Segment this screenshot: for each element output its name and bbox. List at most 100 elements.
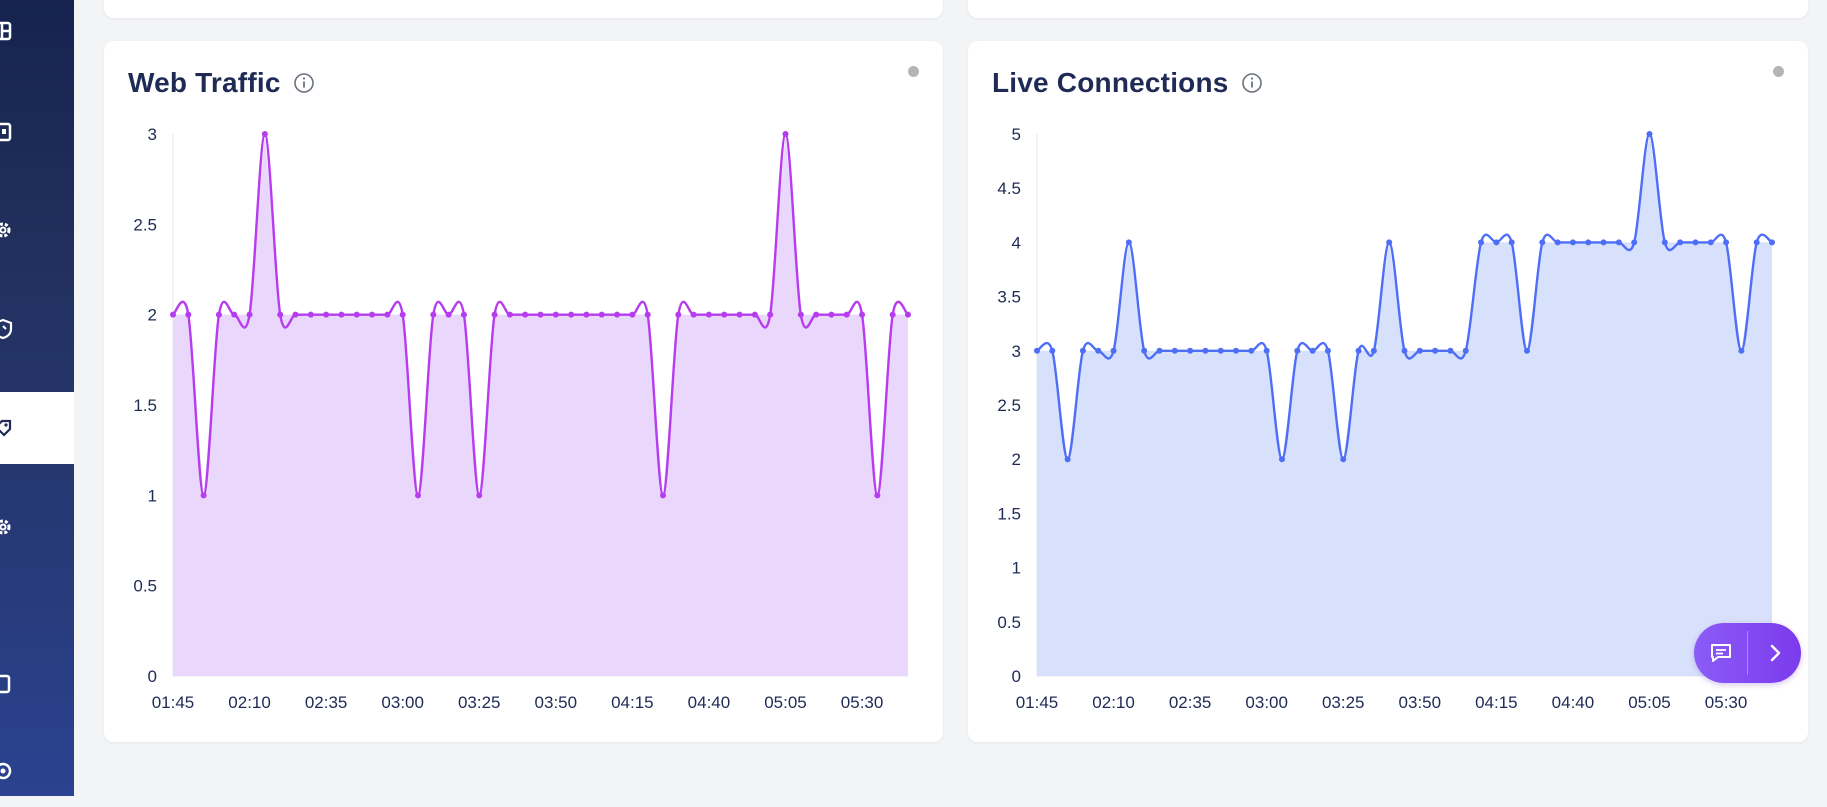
- data-point[interactable]: [660, 492, 666, 499]
- data-point[interactable]: [1125, 239, 1132, 246]
- data-point[interactable]: [1738, 347, 1745, 354]
- data-point[interactable]: [1110, 347, 1117, 354]
- data-point[interactable]: [1309, 347, 1316, 354]
- data-point[interactable]: [1447, 347, 1454, 354]
- data-point[interactable]: [246, 311, 253, 318]
- data-point[interactable]: [460, 311, 467, 318]
- data-point[interactable]: [384, 311, 391, 318]
- data-point[interactable]: [323, 311, 330, 318]
- data-point[interactable]: [1569, 239, 1576, 246]
- data-point[interactable]: [1539, 239, 1546, 246]
- data-point[interactable]: [1294, 347, 1301, 354]
- data-point[interactable]: [629, 311, 636, 318]
- data-point[interactable]: [476, 492, 483, 499]
- data-point[interactable]: [614, 311, 621, 318]
- data-point[interactable]: [905, 311, 911, 318]
- data-point[interactable]: [1233, 347, 1240, 354]
- data-point[interactable]: [1355, 347, 1362, 354]
- data-point[interactable]: [552, 311, 559, 318]
- chat-button[interactable]: [1694, 623, 1747, 683]
- data-point[interactable]: [1723, 239, 1730, 246]
- data-point[interactable]: [843, 311, 850, 318]
- data-point[interactable]: [675, 311, 682, 318]
- data-point[interactable]: [338, 311, 345, 318]
- sidebar-item-settings[interactable]: [0, 491, 74, 563]
- data-point[interactable]: [690, 311, 697, 318]
- data-point[interactable]: [1156, 347, 1163, 354]
- data-point[interactable]: [1095, 347, 1102, 354]
- data-point[interactable]: [430, 311, 437, 318]
- sidebar-item-dashboard[interactable]: [0, 0, 74, 67]
- data-point[interactable]: [797, 311, 804, 318]
- data-point[interactable]: [751, 311, 758, 318]
- data-point[interactable]: [1707, 239, 1714, 246]
- data-point[interactable]: [767, 311, 774, 318]
- data-point[interactable]: [1524, 347, 1530, 354]
- data-point[interactable]: [415, 492, 421, 499]
- data-point[interactable]: [1615, 239, 1622, 246]
- data-point[interactable]: [583, 311, 590, 318]
- data-point[interactable]: [782, 131, 789, 137]
- data-point[interactable]: [1064, 456, 1071, 463]
- data-point[interactable]: [261, 131, 268, 137]
- data-point[interactable]: [1401, 347, 1408, 354]
- data-point[interactable]: [1508, 239, 1515, 246]
- data-point[interactable]: [1324, 347, 1331, 354]
- data-point[interactable]: [813, 311, 820, 318]
- data-point[interactable]: [1248, 347, 1255, 354]
- data-point[interactable]: [1217, 347, 1224, 354]
- data-point[interactable]: [369, 311, 376, 318]
- data-point[interactable]: [522, 311, 529, 318]
- data-point[interactable]: [215, 311, 222, 318]
- data-point[interactable]: [307, 311, 314, 318]
- data-point[interactable]: [399, 311, 406, 318]
- sidebar-item-security[interactable]: [0, 293, 74, 365]
- data-point[interactable]: [1478, 239, 1485, 246]
- data-point[interactable]: [705, 311, 712, 318]
- data-point[interactable]: [1646, 131, 1653, 137]
- data-point[interactable]: [1416, 347, 1423, 354]
- data-point[interactable]: [1432, 347, 1439, 354]
- data-point[interactable]: [1049, 347, 1056, 354]
- data-point[interactable]: [185, 311, 192, 318]
- data-point[interactable]: [1692, 239, 1699, 246]
- data-point[interactable]: [292, 311, 299, 318]
- data-point[interactable]: [568, 311, 575, 318]
- data-point[interactable]: [1279, 456, 1285, 463]
- data-point[interactable]: [644, 311, 651, 318]
- data-point[interactable]: [736, 311, 743, 318]
- data-point[interactable]: [721, 311, 728, 318]
- data-point[interactable]: [1661, 239, 1668, 246]
- data-point[interactable]: [1202, 347, 1209, 354]
- data-point[interactable]: [1171, 347, 1178, 354]
- info-icon[interactable]: [1241, 72, 1263, 94]
- data-point[interactable]: [1554, 239, 1561, 246]
- sidebar-item-buildings[interactable]: [0, 96, 74, 168]
- data-point[interactable]: [353, 311, 360, 318]
- data-point[interactable]: [537, 311, 544, 318]
- data-point[interactable]: [1141, 347, 1148, 354]
- data-point[interactable]: [874, 492, 881, 499]
- data-point[interactable]: [200, 492, 207, 499]
- sidebar-item-gear[interactable]: [0, 194, 74, 266]
- data-point[interactable]: [506, 311, 513, 318]
- data-point[interactable]: [1769, 239, 1775, 246]
- data-point[interactable]: [1585, 239, 1592, 246]
- data-point[interactable]: [1079, 347, 1086, 354]
- data-point[interactable]: [1493, 239, 1500, 246]
- data-point[interactable]: [1340, 456, 1347, 463]
- data-point[interactable]: [1600, 239, 1607, 246]
- data-point[interactable]: [1263, 347, 1270, 354]
- data-point[interactable]: [1386, 239, 1393, 246]
- data-point[interactable]: [1370, 347, 1377, 354]
- sidebar-item-tags[interactable]: [0, 392, 74, 464]
- data-point[interactable]: [1187, 347, 1194, 354]
- data-point[interactable]: [1753, 239, 1760, 246]
- data-point[interactable]: [889, 311, 896, 318]
- sidebar-item-devices[interactable]: [0, 648, 74, 720]
- data-point[interactable]: [1677, 239, 1684, 246]
- data-point[interactable]: [828, 311, 835, 318]
- data-point[interactable]: [1034, 347, 1040, 354]
- data-point[interactable]: [231, 311, 238, 318]
- data-point[interactable]: [491, 311, 498, 318]
